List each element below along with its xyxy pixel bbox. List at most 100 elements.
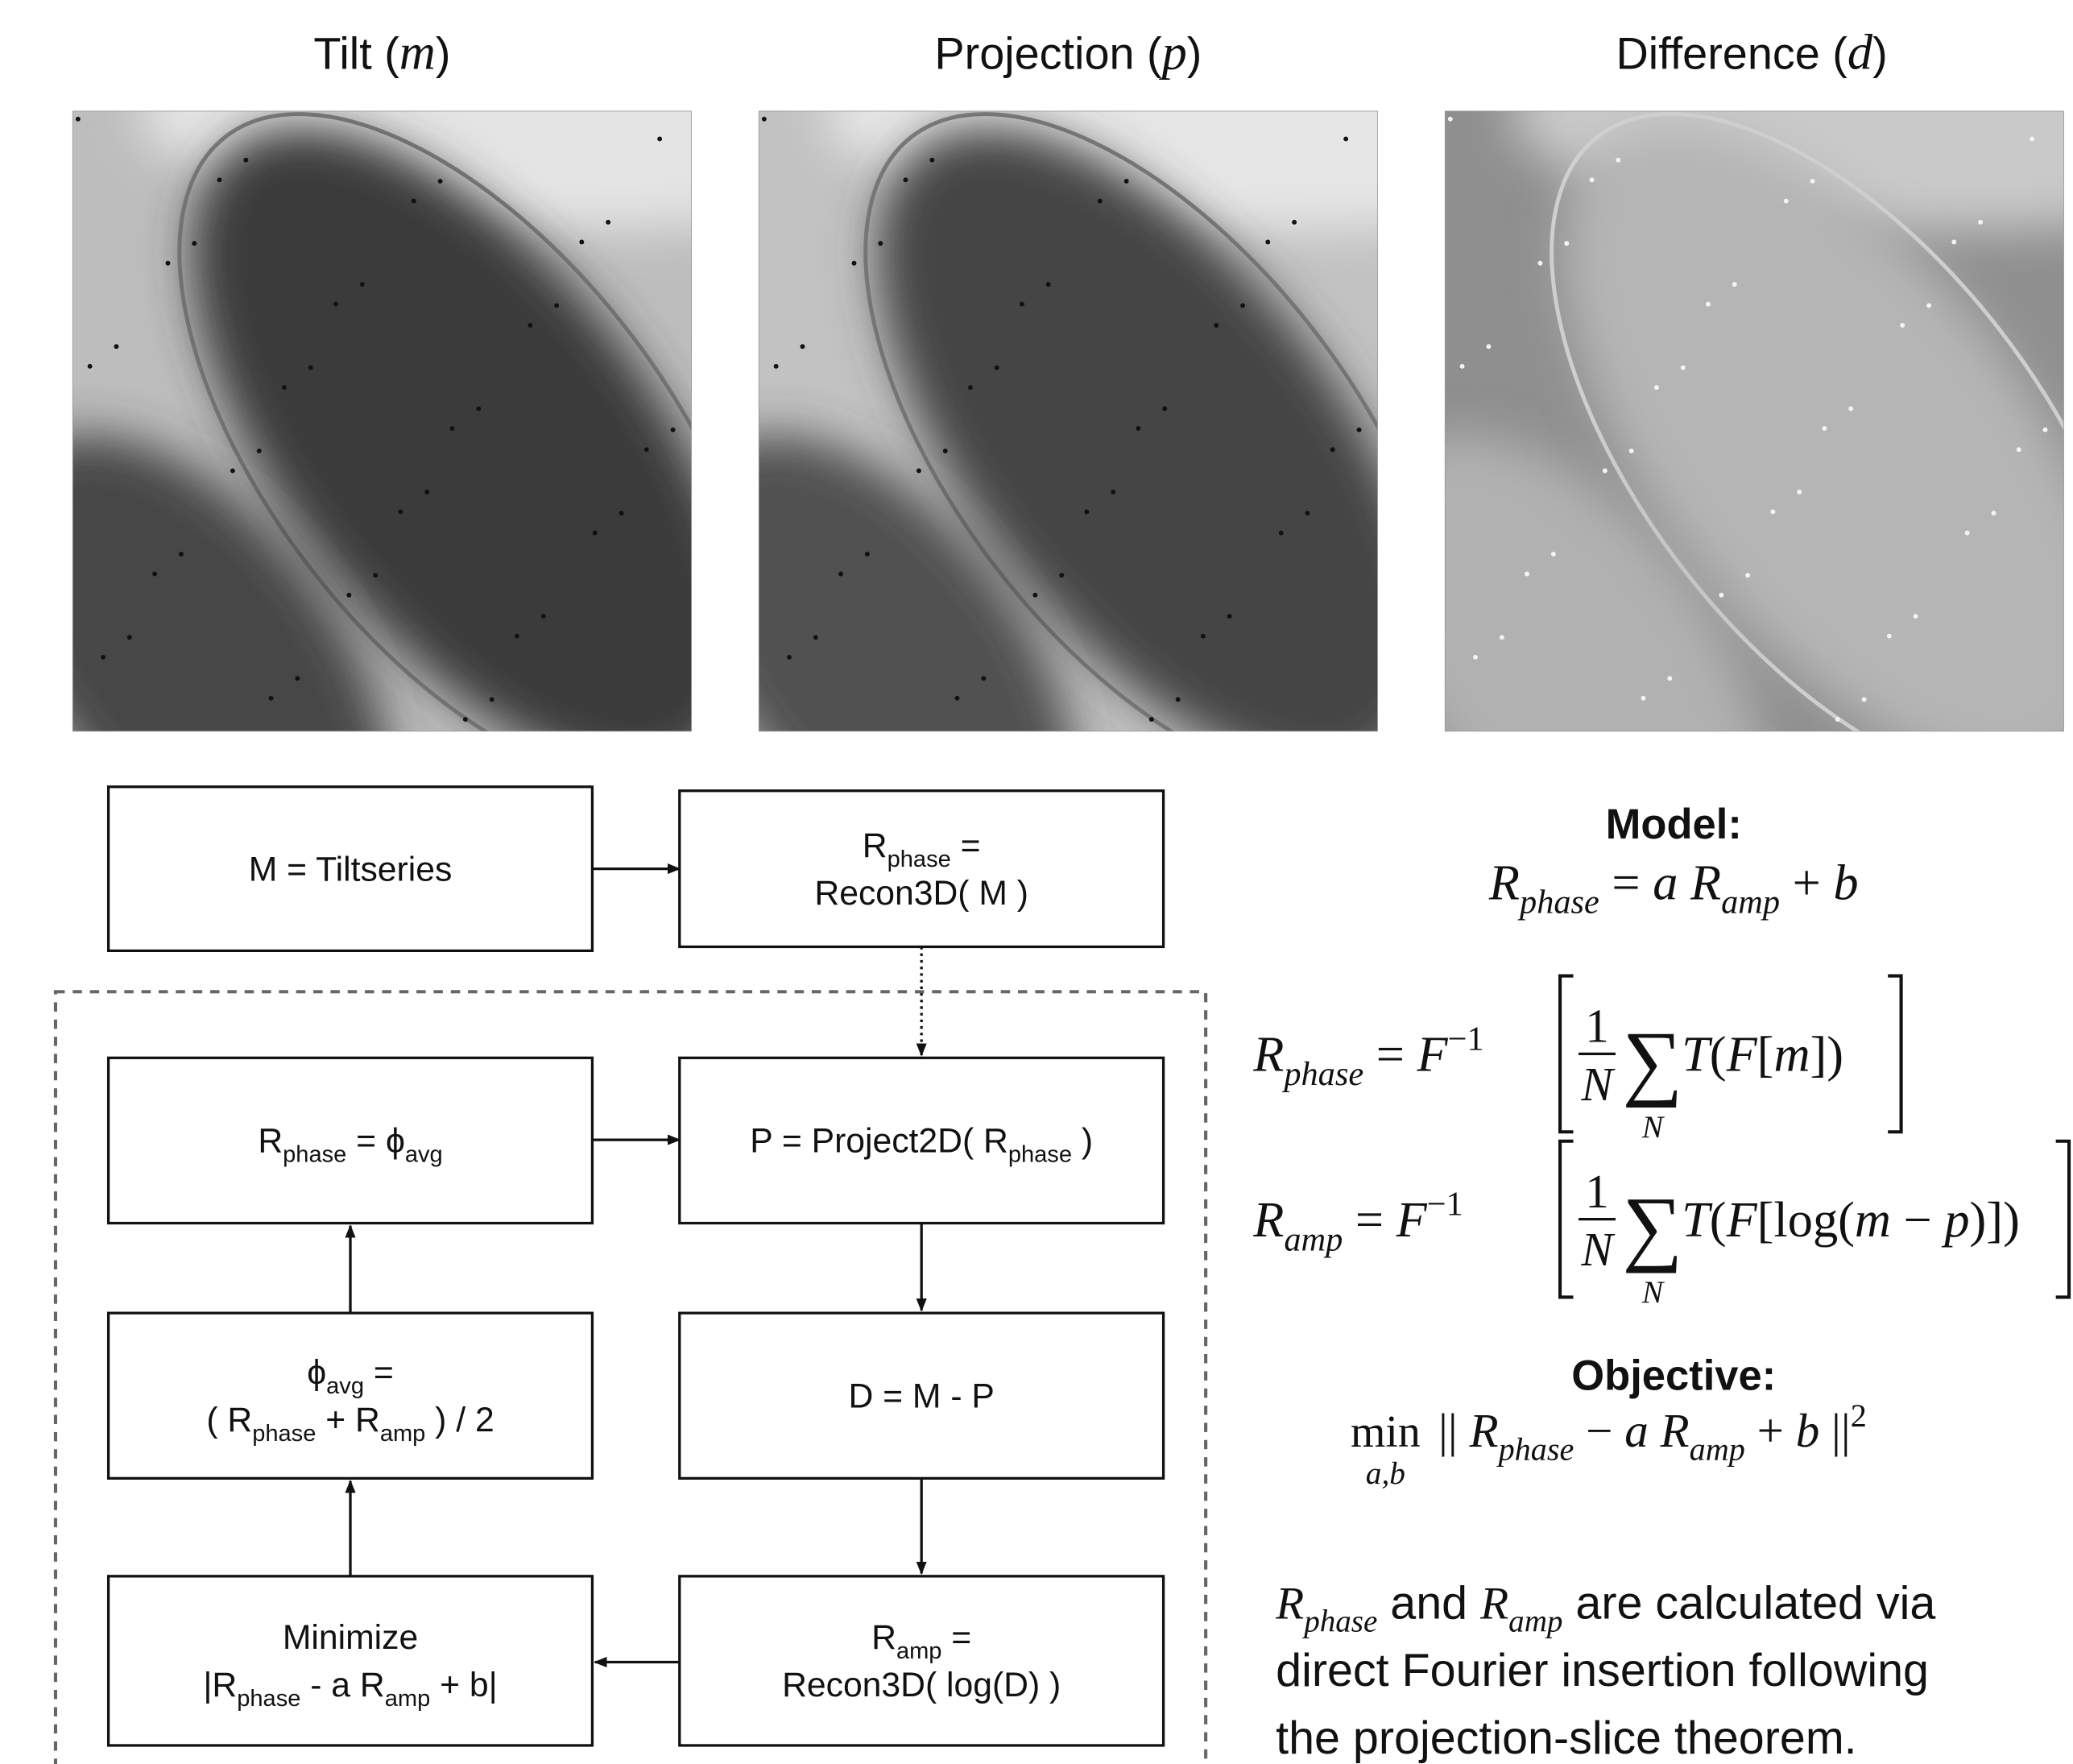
text-run: − [1574, 1404, 1624, 1457]
gold-particle [1136, 426, 1140, 431]
gold-particle [295, 676, 300, 681]
gold-particle [1525, 572, 1529, 577]
fraction-numerator: 1 [1585, 1000, 1609, 1053]
gold-particle [1201, 634, 1206, 639]
gold-particle [1667, 676, 1672, 681]
title-text: Difference ( [1616, 27, 1848, 78]
gold-particle [438, 179, 443, 184]
text-run: m [1855, 1192, 1891, 1248]
text-run: −1 [1448, 1020, 1484, 1058]
gold-particle [1537, 261, 1542, 266]
sum-symbol: ∑ [1623, 1014, 1683, 1108]
text-run: R [1488, 855, 1520, 910]
gold-particle [476, 406, 481, 411]
gold-particle [1265, 240, 1270, 245]
gold-particle [1046, 282, 1051, 287]
gold-particle [1887, 634, 1892, 639]
text-run: ( [1710, 1192, 1727, 1248]
text-run: M = Tiltseries [249, 850, 453, 888]
sum-symbol: ∑ [1623, 1179, 1683, 1273]
text-run: p [1941, 1192, 1969, 1248]
title-symbol: p [1159, 24, 1187, 80]
gold-particle [192, 241, 197, 246]
text-run: P = Project2D( R [750, 1122, 1008, 1161]
text-run: |R [203, 1666, 237, 1704]
sum-index: N [1641, 1109, 1665, 1145]
text-run: R [863, 826, 888, 865]
text-run: phase [1008, 1142, 1072, 1168]
text-run: phase [283, 1142, 346, 1168]
text-run: [ [1757, 1027, 1774, 1083]
gold-particle [398, 509, 403, 514]
text-run: b [1833, 855, 1858, 910]
text-run: R [1479, 1578, 1508, 1629]
gold-particle [904, 177, 908, 182]
gold-particle [1564, 241, 1569, 246]
gold-particle [463, 717, 468, 722]
text-run: = [364, 1353, 394, 1392]
text-run: T [1682, 1027, 1713, 1083]
gold-particle [1500, 635, 1504, 640]
gold-particle [1914, 614, 1918, 619]
text-run: ]) [1810, 1027, 1844, 1083]
gold-particle [88, 364, 93, 369]
gold-particle [1784, 199, 1789, 204]
flow-box [109, 1576, 593, 1745]
gold-particle [1448, 117, 1453, 122]
text-run: R [1275, 1578, 1304, 1629]
text-run: + R [316, 1401, 379, 1439]
text-run: T [1682, 1192, 1713, 1248]
gold-particle [373, 573, 378, 578]
gold-particle [1706, 302, 1711, 307]
gold-particle [1616, 158, 1620, 163]
text-run: = ϕ [346, 1122, 405, 1161]
title-text: ) [1187, 27, 1202, 78]
gold-particle [1951, 240, 1956, 245]
gold-particle [619, 511, 624, 516]
text-run: amp [385, 1686, 431, 1712]
text-run: 2 [1851, 1398, 1867, 1434]
text-run: a R [1653, 855, 1721, 910]
gold-particle [1719, 593, 1723, 598]
text-run: ( R [206, 1401, 252, 1439]
gold-particle [360, 282, 365, 287]
gold-particle [1654, 385, 1659, 390]
gold-particle [515, 634, 519, 639]
gold-particle [1810, 179, 1815, 184]
text-run: avg [405, 1142, 443, 1168]
gold-particle [2030, 136, 2034, 141]
gold-particle [166, 261, 171, 266]
gold-particle [76, 117, 81, 122]
flow-label: D = M - P [848, 1377, 994, 1416]
text-run: = [951, 826, 981, 865]
sum-index: N [1641, 1274, 1665, 1310]
flow-label: Minimize [283, 1618, 418, 1657]
text-run: amp [1721, 884, 1780, 921]
page: {"panels": [ {"prefix": "Tilt (", "symbo… [0, 0, 2073, 1764]
gold-particle [644, 447, 649, 452]
text-run: D = M - P [848, 1377, 994, 1416]
gold-particle [1357, 428, 1362, 433]
gold-particle [1020, 302, 1024, 307]
gold-particle [762, 117, 767, 122]
gold-particle [1240, 303, 1245, 308]
gold-particle [981, 676, 986, 681]
text-run: phase [252, 1421, 316, 1447]
gold-particle [852, 261, 857, 266]
text-run: || [1438, 1404, 1469, 1457]
gold-particle [865, 552, 870, 557]
bracket [1560, 1141, 1573, 1298]
text-run: + b| [430, 1666, 497, 1704]
text-run: b [1796, 1404, 1820, 1457]
gold-particle [1641, 696, 1646, 701]
objective-index: a,b [1366, 1456, 1405, 1491]
note-line: direct Fourier insertion following [1276, 1645, 1929, 1696]
gold-particle [995, 365, 999, 370]
fraction-numerator: 1 [1585, 1165, 1609, 1218]
text-run: amp [896, 1638, 942, 1664]
gold-particle [657, 136, 662, 141]
gold-particle [593, 531, 598, 536]
gold-particle [528, 323, 532, 328]
gold-particle [1176, 698, 1181, 702]
title-symbol: m [399, 24, 436, 80]
